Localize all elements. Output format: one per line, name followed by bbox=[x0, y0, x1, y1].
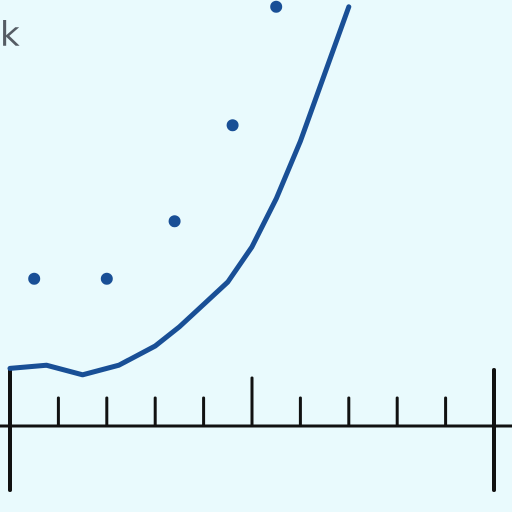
series-line bbox=[7, 4, 352, 378]
annotation-text: k bbox=[0, 15, 20, 55]
data-point bbox=[270, 0, 283, 13]
data-point bbox=[226, 119, 239, 132]
data-point bbox=[28, 272, 41, 285]
data-point bbox=[168, 215, 181, 228]
data-point bbox=[100, 272, 113, 285]
